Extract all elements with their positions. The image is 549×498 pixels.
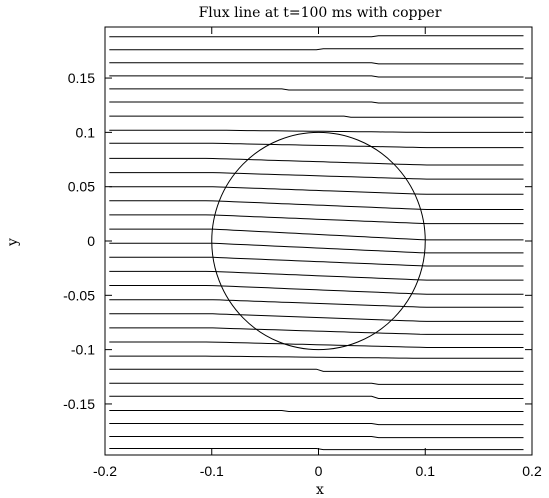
y-tick-label: -0.05 bbox=[63, 287, 95, 303]
flux-line-28 bbox=[109, 423, 524, 426]
flux-line-19 bbox=[109, 299, 524, 308]
axis-ticks: -0.2 -0.1 0 0.1 0.2 -0.15 -0.1 -0.05 0 0.05 0.1 0.1… bbox=[63, 27, 542, 479]
flux-line-16 bbox=[109, 256, 524, 267]
copper-circle bbox=[211, 131, 426, 351]
plot-frame bbox=[104, 26, 533, 456]
x-axis-label: x bbox=[316, 482, 324, 498]
flux-line-2 bbox=[109, 62, 524, 65]
y-tick-label: -0.15 bbox=[63, 396, 95, 412]
flux-line-29 bbox=[109, 436, 524, 439]
flux-line-9 bbox=[109, 157, 524, 166]
x-tick-label: 0 bbox=[315, 463, 323, 479]
flux-line-13 bbox=[109, 214, 524, 225]
x-tick-label: 0.1 bbox=[416, 463, 436, 479]
flux-line-25 bbox=[109, 382, 524, 385]
plot-area bbox=[109, 35, 524, 451]
flux-line-1 bbox=[109, 48, 524, 51]
flux-line-23 bbox=[109, 355, 524, 359]
x-tick-label: -0.2 bbox=[93, 463, 117, 479]
x-tick-label: 0.2 bbox=[522, 463, 542, 479]
flux-line-21 bbox=[109, 327, 524, 335]
flux-line-6 bbox=[109, 115, 524, 118]
flux-line-22 bbox=[109, 341, 524, 348]
y-tick-label: 0 bbox=[87, 233, 95, 249]
flux-line-20 bbox=[109, 313, 524, 322]
flux-line-17 bbox=[109, 270, 524, 281]
flux-line-8 bbox=[109, 142, 524, 149]
x-tick-label: -0.1 bbox=[200, 463, 224, 479]
flux-line-14 bbox=[109, 228, 524, 241]
flux-line-4 bbox=[109, 88, 524, 91]
y-axis-label: y bbox=[5, 238, 21, 247]
flux-line-12 bbox=[109, 200, 524, 210]
flux-line-0 bbox=[109, 35, 524, 38]
flux-line-27 bbox=[109, 410, 524, 412]
y-tick-label: 0.1 bbox=[76, 124, 96, 140]
y-tick-label: 0.05 bbox=[68, 179, 95, 195]
flux-line-15 bbox=[109, 242, 524, 254]
flux-line-24 bbox=[109, 368, 524, 372]
y-tick-label: -0.1 bbox=[71, 342, 95, 358]
flux-line-18 bbox=[109, 285, 524, 295]
flux-line-5 bbox=[109, 101, 524, 104]
flux-line-7 bbox=[109, 129, 524, 133]
flux-line-3 bbox=[109, 75, 524, 78]
y-tick-label: 0.15 bbox=[68, 70, 95, 86]
flux-line-11 bbox=[109, 186, 524, 195]
chart-title: Flux line at t=100 ms with copper bbox=[199, 5, 442, 21]
flux-line-30 bbox=[109, 448, 524, 451]
flux-line-10 bbox=[109, 172, 524, 180]
flux-line-26 bbox=[109, 395, 524, 399]
